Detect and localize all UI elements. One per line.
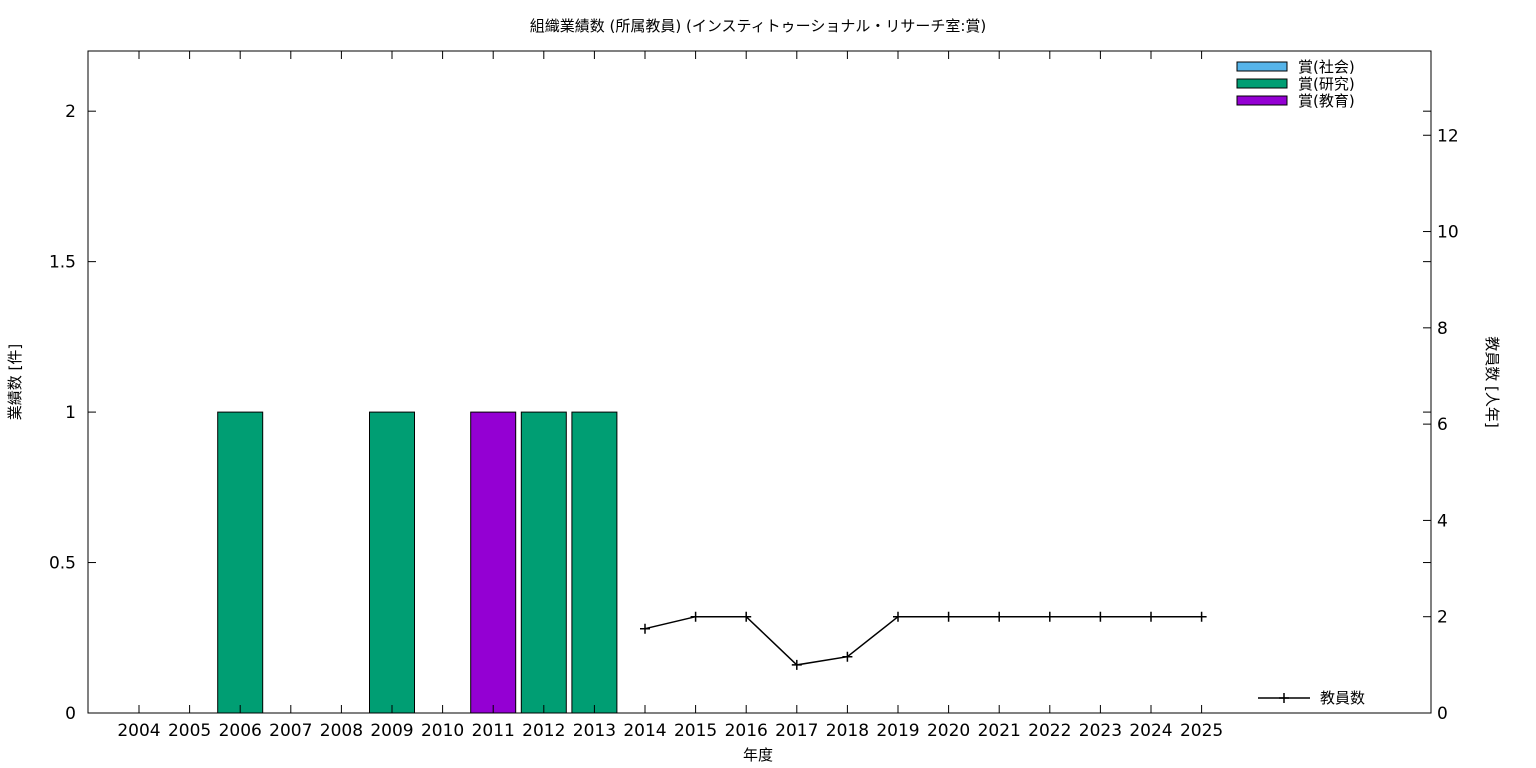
legend-swatch-1 bbox=[1236, 78, 1288, 89]
y-tick-label: 1.5 bbox=[49, 253, 76, 273]
bar-2009-series-1 bbox=[369, 411, 415, 714]
x-axis-ticks: 2004 2005 2006 2007 2008 2009 2010 2011 2012 2013… bbox=[117, 51, 1223, 741]
line-legend: 教員数 bbox=[1258, 689, 1365, 707]
plot-frame bbox=[87, 50, 1432, 714]
y2-axis-ticks: 0 2 4 6 8 10 12 bbox=[1423, 126, 1459, 724]
x-tick-label: 2010 bbox=[421, 721, 464, 741]
bar-2012-series-1 bbox=[520, 411, 567, 714]
x-tick-label: 2004 bbox=[117, 721, 160, 741]
x-tick-label: 2011 bbox=[472, 721, 515, 741]
line-point-2025 bbox=[1196, 611, 1207, 622]
x-tick-label: 2023 bbox=[1079, 721, 1122, 741]
line-point-2023 bbox=[1095, 611, 1106, 622]
chart-title: 組織業績数 (所属教員) (インスティトゥーショナル・リサーチ室:賞) bbox=[530, 17, 987, 35]
x-tick-label: 2020 bbox=[927, 721, 970, 741]
y2-axis-label: 教員数 [人年] bbox=[1483, 336, 1501, 427]
x-tick-label: 2007 bbox=[269, 721, 312, 741]
line-point-2021 bbox=[994, 611, 1005, 622]
y-tick-label: 0 bbox=[65, 704, 76, 724]
legend-label: 賞(社会) bbox=[1298, 58, 1355, 76]
line-point-2022 bbox=[1044, 611, 1055, 622]
line-point-2015 bbox=[690, 611, 701, 622]
legend-label: 賞(教育) bbox=[1298, 92, 1355, 110]
bar-2011-series-2 bbox=[470, 411, 517, 714]
x-tick-label: 2024 bbox=[1129, 721, 1172, 741]
y2-tick-label: 2 bbox=[1437, 608, 1448, 628]
y2-tick-label: 10 bbox=[1437, 223, 1459, 243]
line-point-2019 bbox=[893, 611, 903, 622]
x-tick-label: 2019 bbox=[876, 721, 919, 741]
y2-tick-label: 6 bbox=[1437, 415, 1448, 435]
x-tick-label: 2014 bbox=[623, 721, 666, 741]
y-axis-ticks: 0 0.5 1 1.5 2 bbox=[49, 102, 1431, 724]
x-tick-label: 2008 bbox=[320, 721, 363, 741]
line-point-2020 bbox=[943, 611, 954, 622]
x-tick-label: 2021 bbox=[978, 721, 1021, 741]
x-tick-label: 2017 bbox=[775, 721, 818, 741]
line-point-2024 bbox=[1146, 611, 1156, 622]
x-tick-label: 2018 bbox=[826, 721, 869, 741]
y-tick-label: 0.5 bbox=[49, 554, 76, 574]
legend-swatch-2 bbox=[1236, 95, 1288, 106]
line-point-2016 bbox=[741, 611, 752, 622]
y2-tick-label: 4 bbox=[1437, 511, 1448, 531]
line-point-2017 bbox=[791, 659, 802, 670]
legend-swatch-0 bbox=[1236, 61, 1288, 72]
x-tick-label: 2012 bbox=[522, 721, 565, 741]
x-axis-label: 年度 bbox=[743, 746, 773, 764]
y-axis-label: 業績数 [件] bbox=[6, 344, 24, 420]
legend-label: 賞(研究) bbox=[1298, 75, 1355, 93]
bars-group bbox=[217, 411, 618, 714]
bar-2006-series-1 bbox=[217, 411, 264, 714]
x-tick-label: 2025 bbox=[1180, 721, 1223, 741]
legend-line-label: 教員数 bbox=[1320, 689, 1365, 707]
x-tick-label: 2015 bbox=[674, 721, 717, 741]
x-tick-label: 2022 bbox=[1028, 721, 1071, 741]
bar-2013-series-1 bbox=[571, 411, 618, 714]
legend: 賞(社会)賞(研究)賞(教育) bbox=[1236, 58, 1355, 110]
y-tick-label: 1 bbox=[65, 403, 76, 423]
x-tick-label: 2013 bbox=[573, 721, 616, 741]
y2-tick-label: 8 bbox=[1437, 319, 1448, 339]
x-tick-label: 2006 bbox=[219, 721, 262, 741]
y2-tick-label: 12 bbox=[1437, 126, 1459, 146]
line-point-2018 bbox=[842, 651, 853, 662]
faculty-line bbox=[644, 615, 1202, 666]
x-tick-label: 2005 bbox=[168, 721, 211, 741]
x-tick-label: 2016 bbox=[725, 721, 768, 741]
y-tick-label: 2 bbox=[65, 102, 76, 122]
legend-line-marker bbox=[1279, 693, 1289, 703]
line-point-2014 bbox=[640, 623, 650, 634]
y2-tick-label: 0 bbox=[1437, 704, 1448, 724]
line-series-group bbox=[640, 611, 1207, 670]
x-tick-label: 2009 bbox=[370, 721, 413, 741]
